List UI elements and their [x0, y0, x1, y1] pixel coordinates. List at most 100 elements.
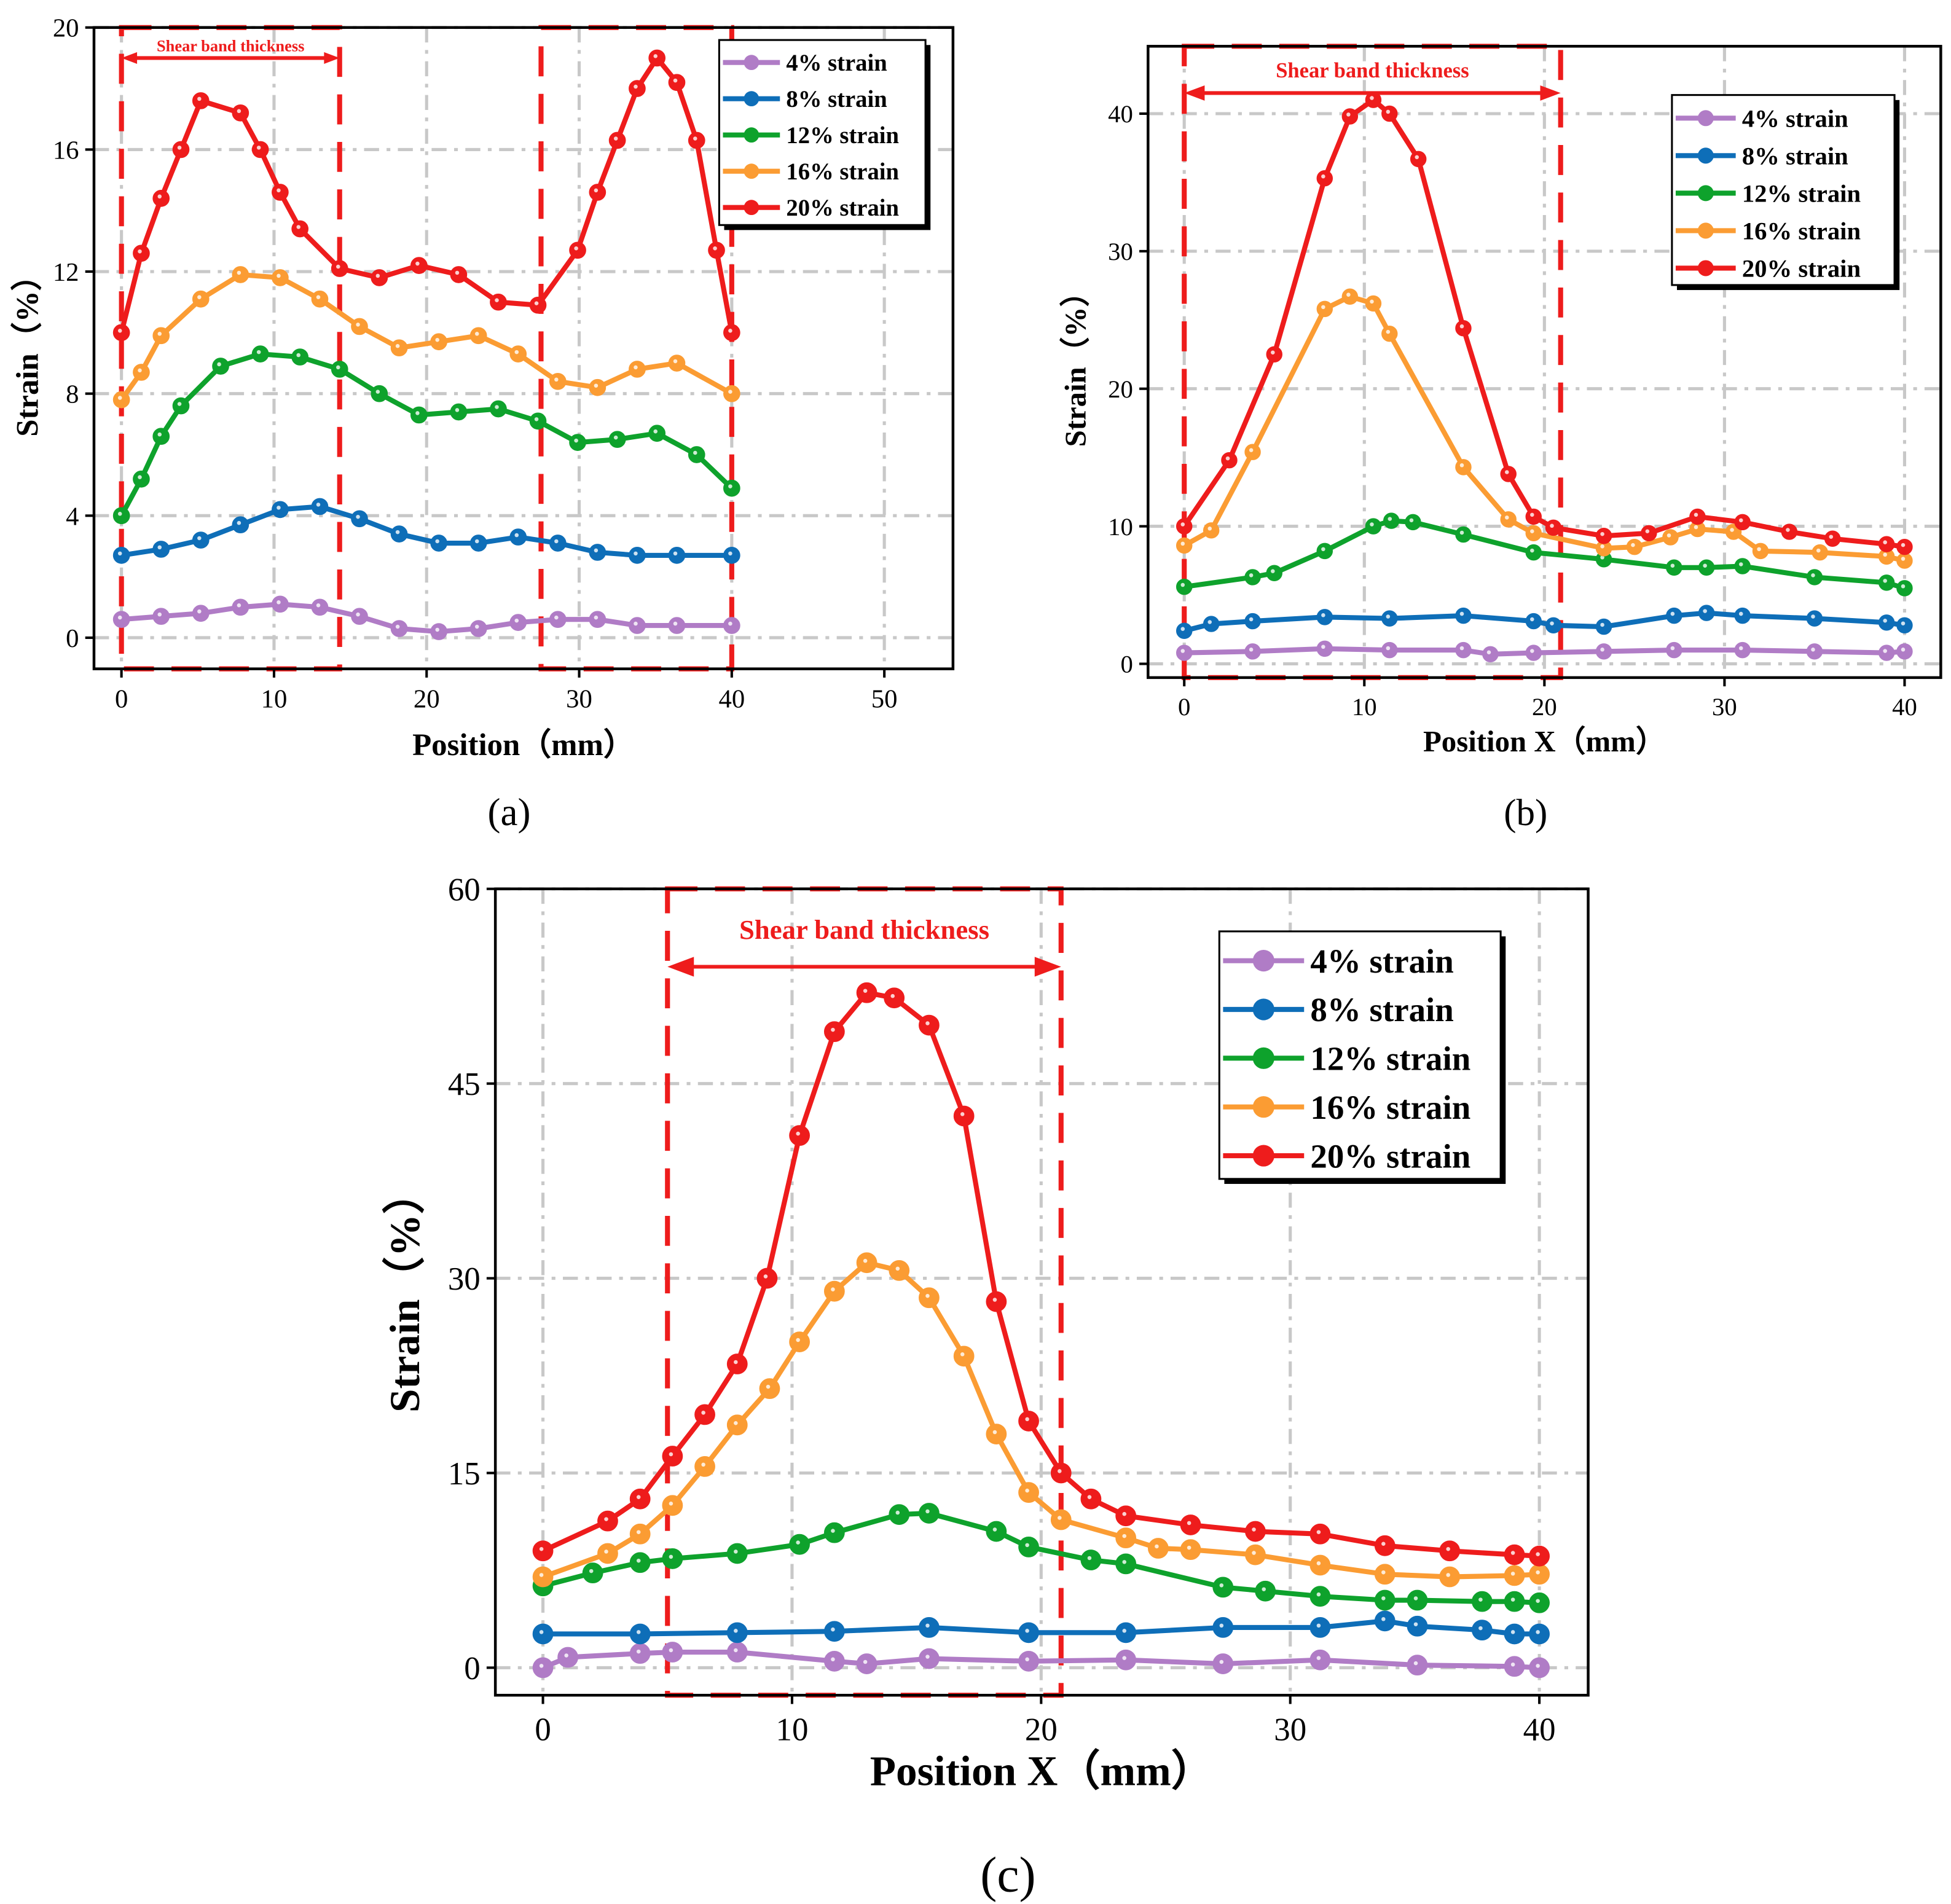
data-point [1115, 1649, 1137, 1671]
legend-marker-icon [1697, 185, 1714, 202]
data-point [1365, 295, 1382, 312]
data-point-highlight [1087, 1495, 1092, 1499]
data-point-highlight [925, 1293, 930, 1298]
data-point [549, 535, 567, 552]
data-point-highlight [734, 1360, 738, 1365]
data-point-highlight [1901, 648, 1906, 652]
data-point-highlight [277, 273, 281, 278]
y-axis-title: Strain（%） [1059, 277, 1093, 447]
data-point [668, 355, 686, 372]
data-point-highlight [1025, 1543, 1029, 1548]
data-point-highlight [138, 368, 142, 373]
data-point [1374, 1535, 1396, 1556]
data-point [1455, 459, 1472, 476]
data-point [1504, 1623, 1525, 1645]
data-point [1115, 1622, 1137, 1643]
shear-band-label: Shear band thickness [739, 914, 989, 945]
legend-marker-icon [1697, 147, 1714, 164]
plot-frame [92, 26, 955, 670]
data-point-highlight [701, 1462, 705, 1467]
data-point [232, 266, 249, 283]
data-point [726, 1622, 748, 1643]
chart-panel-b: Shear band thickness 0 10 20 30 40 0 10 20 30 40 Po… [1059, 44, 1942, 834]
y-tick-label: 30 [1108, 238, 1133, 265]
data-point [726, 1642, 748, 1663]
x-tick-label: 30 [566, 685, 592, 714]
data-point-highlight [395, 343, 400, 348]
data-point-highlight [157, 332, 162, 336]
data-point [1529, 1545, 1550, 1567]
data-point-highlight [455, 270, 460, 275]
data-point [1221, 452, 1238, 469]
data-point-highlight [1225, 456, 1230, 461]
data-point [490, 293, 507, 311]
data-point [1806, 569, 1823, 586]
data-point [291, 220, 309, 238]
legend-label: 12% strain [1310, 1040, 1470, 1078]
data-point-highlight [653, 429, 658, 434]
data-point [1525, 544, 1542, 561]
data-point [1341, 108, 1359, 125]
data-point-highlight [415, 411, 420, 415]
data-point-highlight [117, 512, 122, 516]
data-point [1878, 574, 1895, 591]
data-point-highlight [539, 1630, 544, 1634]
data-point [1781, 523, 1798, 540]
data-point [1374, 1589, 1396, 1611]
data-point-highlight [992, 1430, 997, 1435]
x-tick-label: 20 [1025, 1712, 1058, 1747]
data-point-highlight [713, 246, 717, 251]
data-point-highlight [435, 627, 439, 632]
x-tick-label: 30 [1712, 693, 1737, 721]
data-point-highlight [1386, 109, 1391, 114]
data-point [1018, 1622, 1039, 1643]
data-point-highlight [636, 1495, 641, 1499]
data-point-highlight [831, 1027, 835, 1032]
data-point-highlight [1883, 552, 1887, 557]
data-point-highlight [495, 405, 499, 409]
data-point-highlight [673, 359, 678, 364]
data-point [311, 598, 329, 616]
panel-label: (c) [980, 1847, 1035, 1903]
data-point-highlight [1670, 646, 1675, 651]
data-point [597, 1510, 618, 1532]
data-point-highlight [669, 1648, 673, 1653]
data-point [723, 547, 740, 564]
data-point-highlight [138, 475, 142, 479]
data-point-highlight [1510, 1572, 1515, 1576]
data-point-highlight [1459, 611, 1464, 616]
data-point [662, 1495, 683, 1516]
data-point [232, 598, 249, 616]
data-point [1255, 1580, 1276, 1602]
data-point [133, 364, 150, 381]
data-point [152, 428, 170, 445]
data-point-highlight [1321, 644, 1325, 649]
data-point [1666, 641, 1682, 659]
data-point-highlight [1703, 563, 1707, 568]
data-point-highlight [653, 54, 658, 58]
data-point [272, 595, 289, 613]
data-point-highlight [636, 1530, 641, 1534]
data-point-highlight [1510, 1662, 1515, 1667]
data-point [708, 241, 725, 259]
data-point-highlight [197, 96, 202, 101]
data-point-highlight [1207, 620, 1212, 624]
data-point [410, 406, 428, 424]
data-point [1405, 514, 1421, 531]
data-point-highlight [734, 1549, 738, 1554]
shear-band-label: Shear band thickness [1276, 59, 1469, 82]
data-point-highlight [474, 332, 479, 336]
data-point-highlight [1536, 1599, 1540, 1603]
legend-marker-icon [744, 200, 760, 216]
data-point [1245, 1544, 1266, 1565]
data-point [1374, 1564, 1396, 1585]
y-tick-label: 0 [66, 624, 79, 653]
data-point [212, 358, 229, 375]
data-point [629, 547, 646, 564]
data-point [919, 1014, 940, 1036]
data-point-highlight [693, 450, 697, 455]
data-point [856, 982, 877, 1003]
y-tick-label: 20 [53, 14, 79, 43]
data-point-highlight [1207, 527, 1212, 531]
data-point-highlight [589, 1569, 594, 1573]
